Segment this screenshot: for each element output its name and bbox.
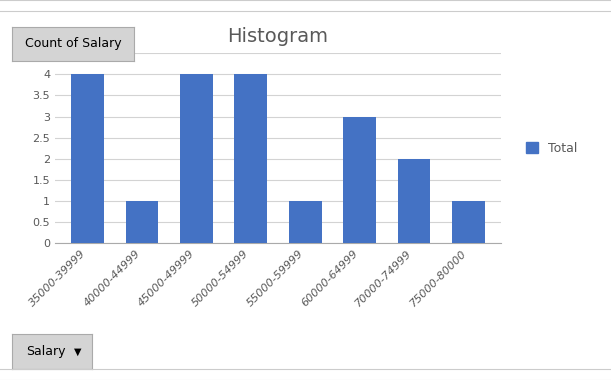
Text: ▼: ▼ [73,347,81,356]
Title: Histogram: Histogram [227,27,329,46]
Text: Salary: Salary [26,345,65,358]
Bar [289,201,321,243]
Bar [71,74,104,243]
Bar [452,201,485,243]
Bar [343,117,376,243]
Bar [180,74,213,243]
Text: Count of Salary: Count of Salary [25,37,122,50]
Legend: Total: Total [521,137,582,160]
Bar [126,201,158,243]
Bar [235,74,267,243]
Bar [398,159,430,243]
